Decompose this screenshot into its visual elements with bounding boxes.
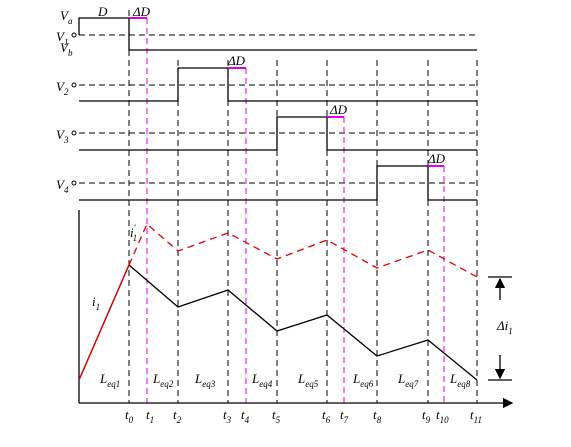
time-label-base: t [322,407,326,422]
time-label: t0 [125,407,134,425]
time-label-base: t [173,407,177,422]
voltage-label-sub: 3 [63,135,69,145]
voltage-label-sub: 1 [64,37,69,47]
time-label-sub: 11 [474,415,482,425]
inductance-label-base: L [297,371,305,386]
time-label: t10 [436,407,449,425]
time-label: t3 [223,407,232,425]
inductance-label-base: L [397,371,405,386]
time-label: t1 [146,407,154,425]
inductance-label-sub: eq7 [405,379,418,389]
inductance-label: Leq4 [251,371,273,389]
va-label: Va [60,8,73,26]
delta-i-label: Δi1 [496,318,513,336]
voltage-label-base: V [56,79,66,94]
inductance-label: Leq1 [99,371,120,389]
time-label: t4 [241,407,250,425]
i1-prime-label: i' 1 [130,223,137,243]
time-label-sub: 5 [276,415,281,425]
inductance-label-base: L [152,371,160,386]
voltage-label: V1 [56,29,68,47]
voltage-label-sub: 4 [64,185,69,195]
voltage-label: V3 [56,127,69,145]
delta-i-label-base: Δi [496,318,509,333]
inductance-label-sub: eq5 [305,379,318,389]
inductance-label-sub: eq6 [360,379,373,389]
inductance-label-base: L [352,371,360,386]
delta-i-label-sub: 1 [508,326,513,336]
i1-prime-label-base: i [130,225,134,240]
va-label-base: V [60,8,70,23]
vb-label-sub: b [68,48,73,58]
voltage-label: V2 [56,79,69,97]
time-label-base: t [146,407,150,422]
time-label-sub: 0 [129,415,134,425]
vb-label-base: V [60,40,70,55]
delta-d-label: ΔD [227,53,246,68]
inductance-label: Leq6 [352,371,374,389]
inductance-label-sub: eq1 [107,379,120,389]
time-label-sub: 7 [344,415,349,425]
voltage-label-base: V [56,177,66,192]
i1-label-sub: 1 [96,302,101,312]
time-label: t7 [340,407,349,425]
time-label-base: t [340,407,344,422]
voltage-label-base: V [56,29,66,44]
delta-d-label: ΔD [132,4,151,19]
delta-d-label: ΔD [329,102,348,117]
inductance-label-base: L [251,371,259,386]
time-label-sub: 1 [150,415,155,425]
time-label-base: t [422,407,426,422]
inductance-label: Leq2 [152,371,174,389]
time-label: t5 [272,407,281,425]
time-label-sub: 8 [377,415,382,425]
time-label-sub: 4 [245,415,250,425]
inductance-label-base: L [194,371,202,386]
va-label-sub: a [68,16,73,26]
inductance-label-sub: eq2 [160,379,173,389]
i1-label-base: i [92,294,96,309]
time-label: t9 [422,407,431,425]
inductance-label-base: L [449,371,457,386]
time-label-base: t [470,407,474,422]
i1-prime-label-sup: ' [134,223,137,233]
time-label: t11 [470,407,482,425]
time-label: t6 [322,407,331,425]
i1-prime-label-sub: 1 [133,233,138,243]
voltage-label-base: V [56,127,66,142]
inductance-label: Leq3 [194,371,216,389]
time-label-base: t [223,407,227,422]
inductance-label: Leq5 [297,371,319,389]
time-label-base: t [125,407,129,422]
time-label-base: t [272,407,276,422]
time-label-base: t [373,407,377,422]
voltage-label: V4 [56,177,69,195]
time-label-sub: 9 [426,415,431,425]
time-label: t2 [173,407,182,425]
vb-label: Vb [60,40,73,58]
inductance-label-sub: eq4 [259,379,272,389]
time-label-base: t [241,407,245,422]
waveforms [71,10,514,409]
inductance-label: Leq8 [449,371,471,389]
time-label-sub: 6 [326,415,331,425]
delta-d-label: ΔD [427,151,446,166]
time-label-sub: 2 [177,415,182,425]
time-label-base: t [436,407,440,422]
time-label-sub: 10 [440,415,450,425]
d-label: D [97,4,108,19]
inductance-label-sub: eq3 [202,379,215,389]
voltage-label-sub: 2 [64,87,69,97]
time-label: t8 [373,407,382,425]
inductance-label: Leq7 [397,371,419,389]
inductance-label-base: L [99,371,107,386]
inductance-label-sub: eq8 [457,379,470,389]
time-label-sub: 3 [226,415,232,425]
i1-label: i1 [92,294,100,312]
